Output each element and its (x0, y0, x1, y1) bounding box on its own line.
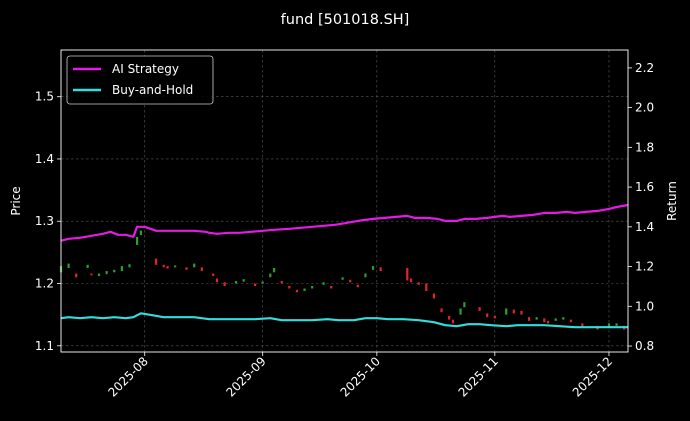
price-candle (223, 282, 226, 286)
price-candle (185, 267, 188, 270)
candles (59, 230, 626, 330)
right-tick-label: 1.0 (635, 299, 654, 313)
right-axis-label: Return (665, 181, 679, 221)
price-candle (155, 258, 158, 265)
price-candle (253, 283, 257, 286)
price-candle (562, 317, 565, 320)
buy-and-hold-line (60, 312, 628, 329)
price-candle (166, 266, 169, 269)
series-lines (60, 203, 629, 329)
price-candle (269, 273, 272, 278)
grid (61, 50, 628, 352)
legend-buy-and-hold-label: Buy-and-Hold (112, 83, 193, 97)
price-candle (200, 267, 203, 272)
legend-ai-strategy-label: AI Strategy (112, 62, 179, 76)
plot-frame (60, 49, 629, 353)
chart-title: fund [501018.SH] (281, 12, 410, 28)
price-candle (105, 271, 108, 275)
left-y-axis: 1.1 1.2 1.3 1.4 1.5 (35, 90, 61, 353)
price-candle (535, 317, 538, 320)
price-candle (512, 309, 515, 314)
price-candle (520, 310, 523, 315)
price-candle (459, 308, 462, 315)
price-candle (212, 273, 215, 277)
price-candle (67, 263, 70, 268)
price-candle (554, 318, 557, 321)
price-candle (371, 266, 375, 270)
price-candle (463, 302, 466, 308)
price-candle (136, 236, 139, 245)
price-candle (280, 281, 283, 284)
price-candle (120, 266, 123, 272)
price-candle (162, 264, 165, 268)
price-candle (341, 277, 344, 280)
price-candle (607, 323, 611, 328)
right-tick-label: 1.2 (635, 260, 654, 274)
price-candle (261, 281, 264, 284)
price-candle (303, 288, 306, 291)
left-tick-label: 1.3 (35, 214, 54, 228)
legend-box (66, 55, 214, 105)
price-candle (295, 289, 299, 293)
price-candle (451, 319, 455, 324)
ai-strategy-line (60, 203, 629, 242)
price-candle (90, 273, 93, 276)
price-candle (505, 308, 508, 315)
price-candle (349, 279, 352, 283)
price-candle (581, 323, 584, 328)
right-tick-label: 1.8 (635, 140, 654, 154)
legend: AI Strategy Buy-and-Hold (66, 55, 214, 105)
price-candle (288, 285, 291, 289)
price-candle (97, 273, 101, 277)
right-tick-label: 2.0 (635, 101, 654, 115)
left-axis-label: Price (9, 186, 23, 215)
price-candle (425, 283, 428, 291)
left-tick-label: 1.4 (35, 152, 54, 166)
right-tick-label: 1.4 (635, 220, 654, 234)
price-candle (615, 323, 618, 326)
price-candle (486, 313, 489, 318)
price-candle (174, 265, 177, 268)
price-candle (527, 317, 531, 321)
price-candle (139, 230, 143, 235)
price-candle (193, 263, 196, 268)
price-candle (234, 281, 238, 284)
price-candle (215, 278, 219, 283)
left-tick-label: 1.1 (35, 339, 54, 353)
right-y-axis: 0.8 1.0 1.2 1.4 1.6 1.8 2.0 2.2 (628, 61, 654, 353)
price-candle (543, 318, 546, 323)
price-candle (356, 284, 359, 288)
price-candle (75, 273, 78, 278)
right-tick-label: 2.2 (635, 61, 654, 75)
left-tick-label: 1.5 (35, 90, 54, 104)
right-tick-label: 1.6 (635, 180, 654, 194)
price-candle (493, 315, 496, 319)
price-candle (546, 320, 550, 324)
price-candle (128, 264, 131, 268)
left-tick-label: 1.2 (35, 277, 54, 291)
right-tick-label: 0.8 (635, 339, 654, 353)
price-candle (113, 269, 116, 273)
price-candle (311, 285, 314, 289)
price-candle (364, 273, 367, 278)
price-candle (569, 319, 573, 323)
price-candle (440, 308, 443, 313)
price-candle (330, 285, 333, 289)
price-candle (379, 267, 382, 272)
price-candle (406, 267, 409, 281)
price-candle (409, 278, 413, 283)
price-candle (448, 315, 451, 320)
price-candle (86, 264, 89, 268)
price-candle (322, 282, 325, 285)
price-candle (478, 307, 481, 311)
price-candle (417, 282, 420, 285)
price-candle (432, 293, 436, 299)
price-candle (242, 279, 245, 282)
price-candle (273, 267, 276, 273)
